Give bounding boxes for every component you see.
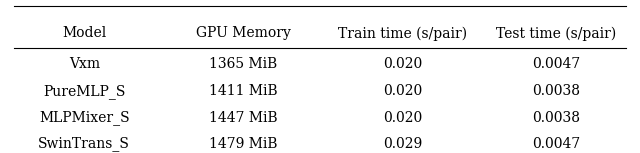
- Text: 0.0047: 0.0047: [532, 137, 580, 151]
- Text: 0.020: 0.020: [383, 110, 422, 125]
- Text: GPU Memory: GPU Memory: [196, 26, 291, 40]
- Text: 0.020: 0.020: [383, 57, 422, 71]
- Text: Test time (s/pair): Test time (s/pair): [495, 26, 616, 41]
- Text: 0.0038: 0.0038: [532, 110, 580, 125]
- Text: Vxm: Vxm: [68, 57, 100, 71]
- Text: 1447 MiB: 1447 MiB: [209, 110, 278, 125]
- Text: Train time (s/pair): Train time (s/pair): [339, 26, 467, 41]
- Text: 0.0047: 0.0047: [532, 57, 580, 71]
- Text: SwinTrans_S: SwinTrans_S: [38, 136, 130, 151]
- Text: 1479 MiB: 1479 MiB: [209, 137, 278, 151]
- Text: 1411 MiB: 1411 MiB: [209, 84, 278, 98]
- Text: MLPMixer_S: MLPMixer_S: [39, 110, 129, 125]
- Text: 0.029: 0.029: [383, 137, 422, 151]
- Text: PureMLP_S: PureMLP_S: [43, 84, 125, 99]
- Text: 0.0038: 0.0038: [532, 84, 580, 98]
- Text: Model: Model: [62, 26, 106, 40]
- Text: 0.020: 0.020: [383, 84, 422, 98]
- Text: 1365 MiB: 1365 MiB: [209, 57, 278, 71]
